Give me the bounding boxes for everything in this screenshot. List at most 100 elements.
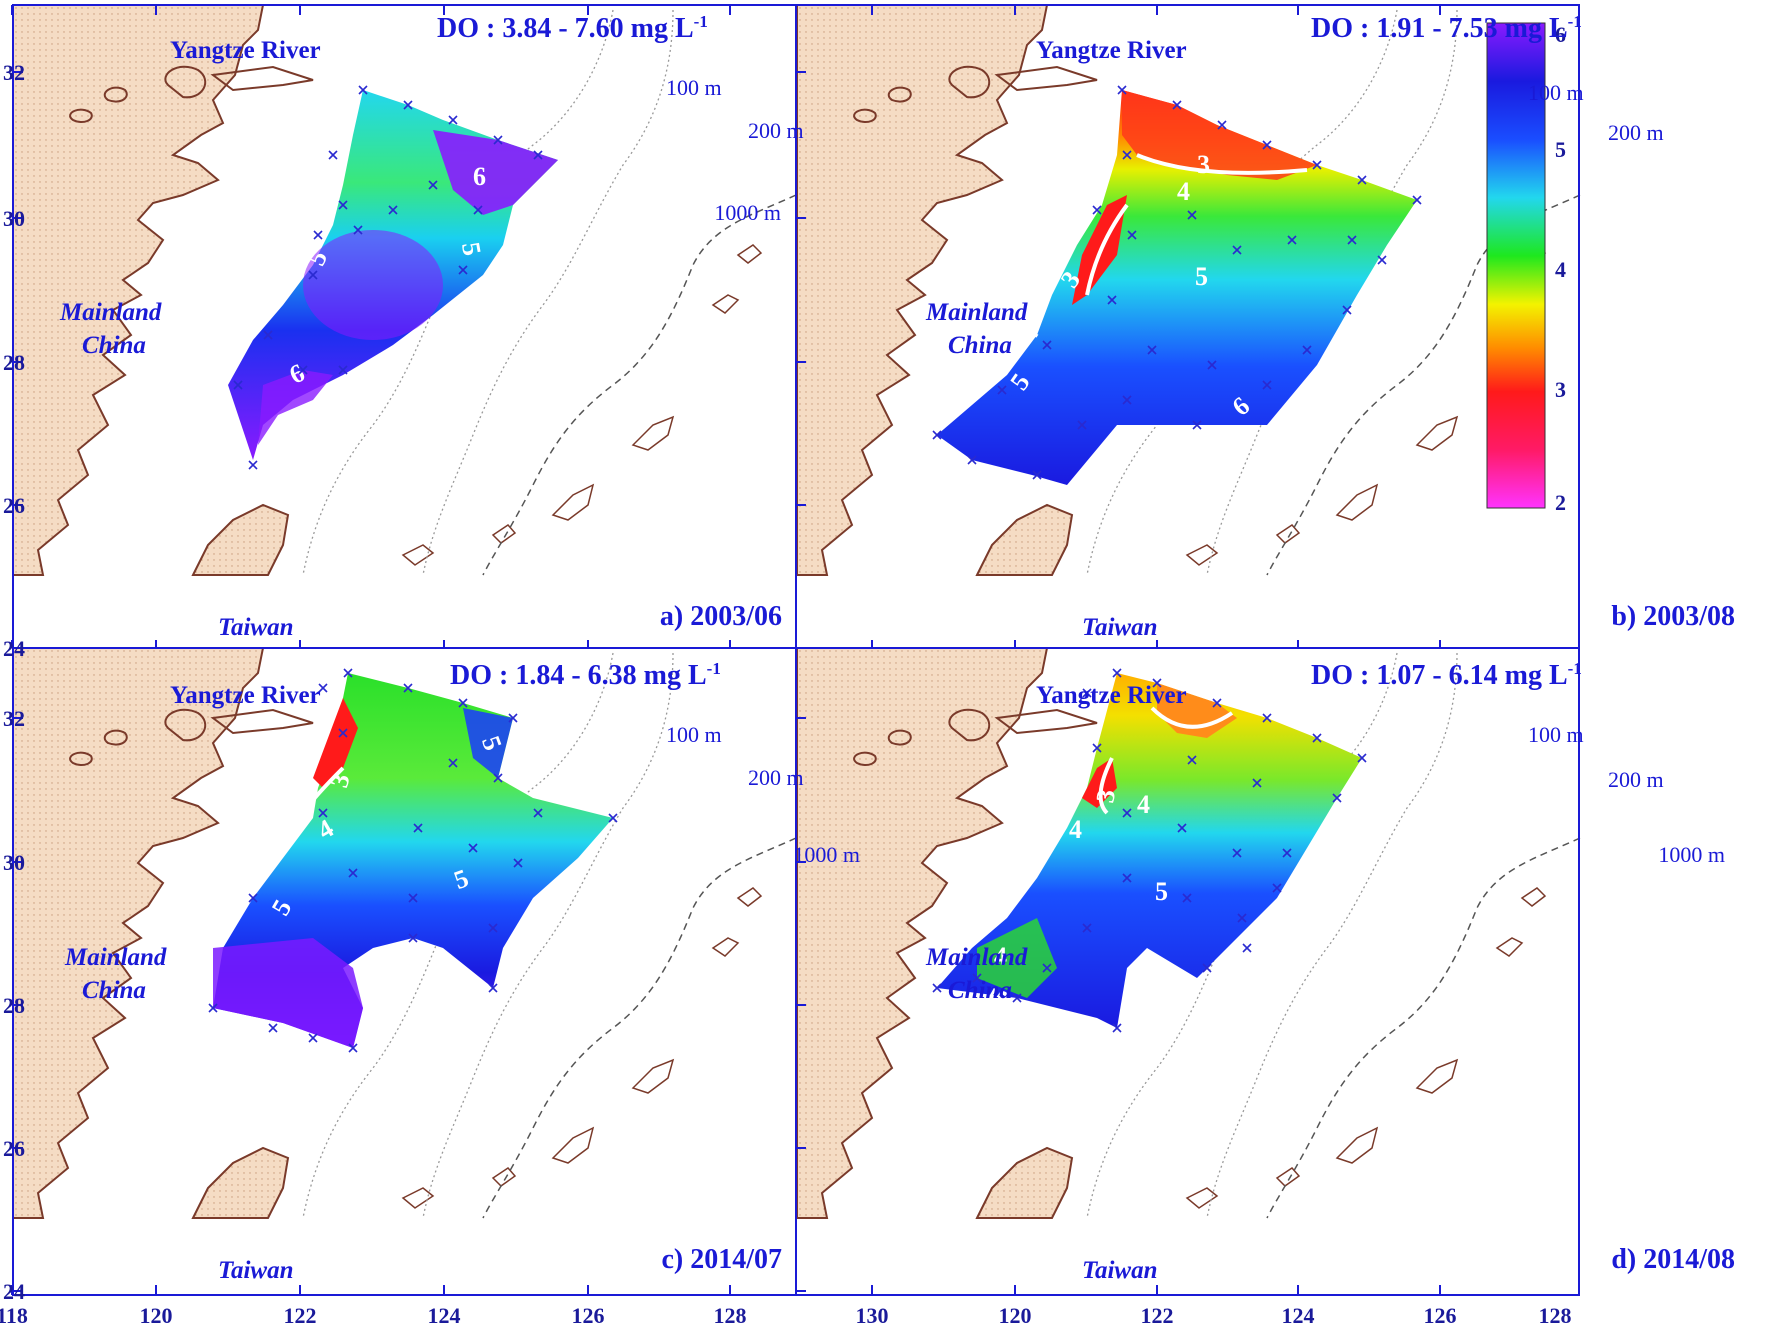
panel-tag-c: c) 2014/07	[661, 1244, 782, 1275]
x-tick-label: 122	[284, 1303, 317, 1325]
station-marker	[208, 1003, 218, 1013]
x-tick-label: 122	[1141, 1303, 1174, 1325]
station-marker	[408, 933, 418, 943]
y-tick-label: 32	[3, 706, 25, 731]
station-marker	[493, 135, 503, 145]
label-isobath-200: 200 m	[1608, 120, 1664, 145]
do-range-d: DO : 1.07 - 6.14 mg L-1	[1311, 659, 1582, 691]
station-marker	[1122, 808, 1132, 818]
label-isobath-100: 100 m	[1528, 80, 1584, 105]
station-marker	[997, 385, 1007, 395]
x-tick-label: 126	[572, 1303, 605, 1325]
station-marker	[338, 365, 348, 375]
station-marker	[318, 808, 328, 818]
station-marker	[1332, 793, 1342, 803]
y-tick-label: 24	[3, 1279, 25, 1304]
x-tick-label: 128	[1539, 1303, 1572, 1325]
label-isobath-1000: 1000 m	[793, 842, 860, 867]
station-marker	[1212, 698, 1222, 708]
station-marker	[468, 843, 478, 853]
station-marker	[1342, 305, 1352, 315]
label-yangtze: Yangtze River	[170, 37, 321, 64]
label-yangtze: Yangtze River	[1036, 37, 1187, 64]
station-marker	[488, 923, 498, 933]
x-tick-label: 120	[999, 1303, 1032, 1325]
station-marker	[1377, 255, 1387, 265]
label-isobath-200: 200 m	[748, 765, 804, 790]
station-marker	[1232, 848, 1242, 858]
station-marker	[318, 683, 328, 693]
label-isobath-100: 100 m	[666, 75, 722, 100]
station-marker	[1187, 210, 1197, 220]
station-marker	[343, 668, 353, 678]
label-mainland: Mainland	[64, 944, 167, 971]
station-marker	[308, 1033, 318, 1043]
label-taiwan: Taiwan	[1082, 1257, 1158, 1284]
station-marker	[1207, 360, 1217, 370]
station-marker	[493, 773, 503, 783]
station-marker	[358, 85, 368, 95]
station-marker	[428, 180, 438, 190]
label-isobath-200: 200 m	[748, 118, 804, 143]
station-marker	[1092, 743, 1102, 753]
label-isobath-1000: 1000 m	[1658, 842, 1725, 867]
panel-c: 5 3 4 5 5	[12, 647, 797, 1219]
station-marker	[328, 150, 338, 160]
station-marker	[1357, 175, 1367, 185]
station-marker	[1217, 120, 1227, 130]
axis-labels: 118 120 122 124 126 128 130 120 122 124 …	[0, 1303, 1572, 1325]
station-marker	[1172, 100, 1182, 110]
contour-label: 3	[1197, 150, 1210, 179]
station-marker	[1042, 963, 1052, 973]
station-marker	[1272, 883, 1282, 893]
station-marker	[1187, 755, 1197, 765]
do-range-a: DO : 3.84 - 7.60 mg L-1	[437, 12, 708, 44]
station-marker	[233, 380, 243, 390]
station-marker	[248, 460, 258, 470]
label-isobath-200: 200 m	[1608, 767, 1664, 792]
label-mainland: Mainland	[925, 299, 1028, 326]
station-marker	[972, 973, 982, 983]
label-china: China	[82, 977, 146, 1004]
station-marker	[353, 225, 363, 235]
station-marker	[513, 858, 523, 868]
station-marker	[1312, 733, 1322, 743]
contour-label: 3	[1090, 787, 1121, 805]
station-marker	[458, 698, 468, 708]
station-marker	[1112, 1023, 1122, 1033]
station-marker	[413, 823, 423, 833]
y-axis-labels: 24 26 28 30 32 24 26 28 30 32	[3, 60, 25, 1304]
station-marker	[448, 115, 458, 125]
label-taiwan: Taiwan	[218, 1257, 294, 1284]
station-marker	[1192, 420, 1202, 430]
station-marker	[932, 430, 942, 440]
contour-label: 5	[1195, 262, 1208, 291]
station-marker	[448, 758, 458, 768]
y-tick-label: 26	[3, 1136, 25, 1161]
label-mainland: Mainland	[925, 944, 1028, 971]
station-marker	[1357, 753, 1367, 763]
station-marker	[1092, 205, 1102, 215]
panel-a: 6 5 5 6	[12, 4, 797, 576]
station-marker	[298, 365, 308, 375]
do-range-c: DO : 1.84 - 6.38 mg L-1	[450, 659, 721, 691]
contour-label: 6	[473, 162, 486, 191]
y-tick-label: 30	[3, 850, 25, 875]
station-marker	[533, 808, 543, 818]
do-field-b	[937, 90, 1417, 485]
station-marker	[1262, 380, 1272, 390]
station-marker	[1347, 235, 1357, 245]
x-tick-label: 128	[714, 1303, 747, 1325]
label-isobath-100: 100 m	[1528, 722, 1584, 747]
contour-label: 4	[1137, 790, 1150, 819]
contour-label: 4	[994, 942, 1007, 971]
station-marker	[388, 205, 398, 215]
station-marker	[1282, 848, 1292, 858]
panel-tag-a: a) 2003/06	[660, 601, 782, 632]
station-marker	[1232, 245, 1242, 255]
y-tick-label: 28	[3, 350, 25, 375]
station-marker	[1012, 993, 1022, 1003]
colorbar-tick: 3	[1555, 377, 1566, 402]
x-tick-label: 124	[1282, 1303, 1315, 1325]
